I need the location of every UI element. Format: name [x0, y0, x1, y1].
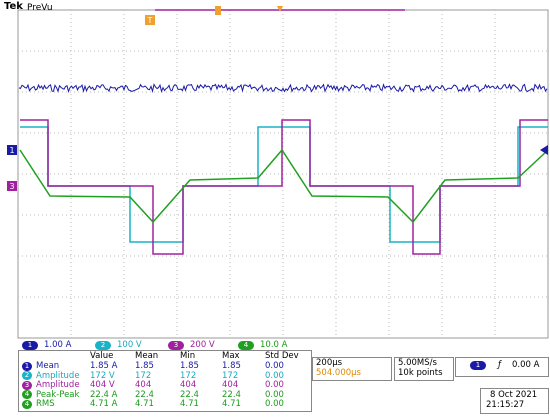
time-scale: 200µs [316, 358, 343, 368]
channel-badge: 2 [95, 341, 111, 350]
position-marker [277, 6, 283, 12]
column-header: Std Dev [265, 351, 299, 361]
time-position: 504.000µs [316, 368, 361, 378]
ch4-trace [19, 148, 549, 224]
ch1-trace [18, 83, 548, 94]
date: 8 Oct 2021 [490, 390, 538, 400]
row-channel: 2 [22, 371, 32, 380]
row-value: 0.00 [265, 370, 284, 381]
row-value: 4.71 [180, 399, 199, 409]
acquisition-box [394, 357, 454, 381]
channel-scale: 200 V [190, 340, 215, 350]
channel-badge: 1 [22, 341, 38, 350]
row-value: 172 [222, 370, 239, 381]
row-value: 4.71 [135, 399, 154, 409]
brand: Tek [4, 1, 23, 12]
position-marker [215, 6, 221, 15]
time: 21:15:27 [486, 400, 525, 410]
row-value: 172 V [90, 370, 115, 381]
channel-scale: 10.0 A [260, 340, 288, 350]
row-label: Mean [36, 361, 60, 371]
row-value: 404 V [90, 380, 115, 390]
column-header: Min [180, 351, 196, 361]
row-value: 1.85 [222, 361, 241, 371]
measurement-table [18, 350, 312, 412]
ch1-marker-label: 1 [9, 146, 14, 155]
row-channel: 3 [22, 380, 32, 390]
row-value: 1.85 [135, 361, 154, 371]
row-value: 404 [222, 380, 239, 390]
timebase-box [312, 357, 392, 381]
row-value: 1.85 [180, 361, 199, 371]
ch3-trace [20, 119, 548, 255]
row-label: RMS [36, 399, 55, 409]
row-label: Peak-Peak [36, 389, 80, 400]
row-value: 172 [135, 370, 152, 381]
row-value: 4.71 [222, 399, 241, 409]
trigger-marker [145, 15, 155, 25]
row-value: 22.4 [135, 389, 154, 400]
channel-scale: 1.00 A [44, 340, 72, 350]
row-value: 0.00 [265, 399, 284, 409]
row-label: Amplitude [36, 380, 80, 390]
trigger-channel: 1 [470, 361, 486, 370]
row-value: 22.4 [222, 389, 241, 400]
trigger-level: 0.00 A [512, 360, 540, 370]
row-value: 404 [135, 380, 152, 390]
row-channel: 1 [22, 361, 32, 371]
row-value: 0.00 [265, 389, 284, 400]
channel-badge: 3 [168, 341, 184, 350]
row-value: 22.4 A [90, 389, 118, 400]
row-value: 1.85 A [90, 361, 118, 371]
mode: PreVu [27, 3, 53, 13]
trigger-marker-label: T [147, 16, 153, 25]
row-value: 404 [180, 380, 197, 390]
row-value: 0.00 [265, 361, 284, 371]
ch3-marker-label: 3 [9, 182, 14, 191]
ch3-marker [7, 181, 17, 191]
row-value: 172 [180, 370, 197, 381]
row-value: 22.4 [180, 389, 199, 400]
grid [18, 10, 548, 338]
clock-box [480, 388, 549, 414]
sample-rate: 5.00MS/s [398, 358, 437, 368]
channel-badge: 4 [238, 341, 254, 350]
row-value: 0.00 [265, 380, 284, 390]
trigger-slope: ƒ [498, 360, 501, 370]
channel-scale: 100 V [117, 340, 142, 350]
row-label: Amplitude [36, 370, 80, 381]
trigger-level [540, 145, 548, 155]
column-header: Mean [135, 351, 159, 361]
column-header: Max [222, 351, 240, 361]
row-value: 4.71 A [90, 399, 118, 409]
column-header: Value [90, 351, 114, 361]
row-channel: 4 [22, 390, 32, 399]
record-length: 10k points [398, 368, 443, 378]
row-channel: 4 [22, 399, 32, 409]
ch1-marker [7, 145, 17, 155]
